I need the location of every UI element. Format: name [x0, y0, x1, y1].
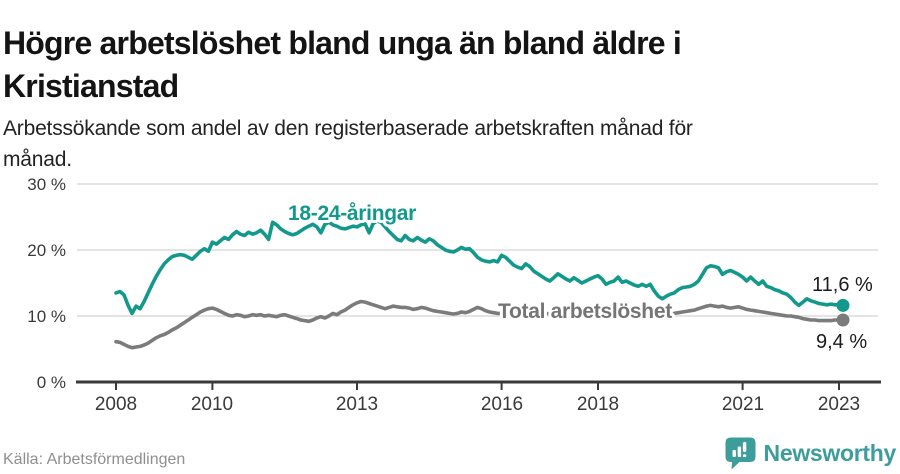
y-tick-label-10: 10 % — [27, 307, 66, 326]
chart-subtitle: Arbetssökande som andel av den registerb… — [3, 113, 843, 175]
end-dot-total — [836, 313, 850, 327]
x-tick-label-2013: 2013 — [336, 394, 378, 415]
source-note: Källa: Arbetsförmedlingen — [3, 451, 186, 468]
newsworthy-logo: Newsworthy — [725, 437, 896, 470]
page-title: Högre arbetslöshet bland unga än bland ä… — [3, 22, 863, 108]
x-tick-label-2008: 2008 — [95, 394, 137, 415]
newsworthy-icon — [725, 437, 756, 470]
newsworthy-wordmark: Newsworthy — [763, 440, 897, 466]
value-label-young: 11,6 % — [812, 274, 873, 296]
y-tick-label-0: 0 % — [37, 373, 66, 392]
x-tick-label-2010: 2010 — [191, 394, 233, 415]
value-label-total: 9,4 % — [816, 331, 867, 353]
y-tick-label-20: 20 % — [27, 241, 66, 260]
line-series-young — [114, 219, 845, 316]
y-axis-tick-labels: 0 % 10 % 20 % 30 % — [27, 175, 66, 392]
series-label-young: 18-24-åringar — [288, 202, 416, 225]
x-tick-label-2016: 2016 — [481, 394, 523, 415]
x-tick-label-2021: 2021 — [722, 394, 764, 415]
x-tick-label-2023: 2023 — [818, 394, 860, 415]
x-tick-label-2018: 2018 — [577, 394, 619, 415]
page-title-line-1: Högre arbetslöshet bland unga än bland ä… — [3, 25, 682, 62]
x-axis — [76, 380, 881, 390]
end-dot-young — [836, 298, 850, 312]
page-title-line-2: Kristianstad — [3, 68, 179, 105]
y-tick-label-30: 30 % — [27, 175, 66, 194]
gridlines — [77, 183, 878, 317]
chart-subtitle-line-2: månad. — [3, 148, 72, 171]
x-axis-tick-labels: 2008 2010 2013 2016 2018 2021 2023 — [95, 394, 860, 415]
chart-subtitle-line-1: Arbetssökande som andel av den registerb… — [3, 117, 693, 140]
line-series-total — [114, 299, 845, 350]
series-label-total: Total arbetslöshet — [498, 300, 672, 323]
